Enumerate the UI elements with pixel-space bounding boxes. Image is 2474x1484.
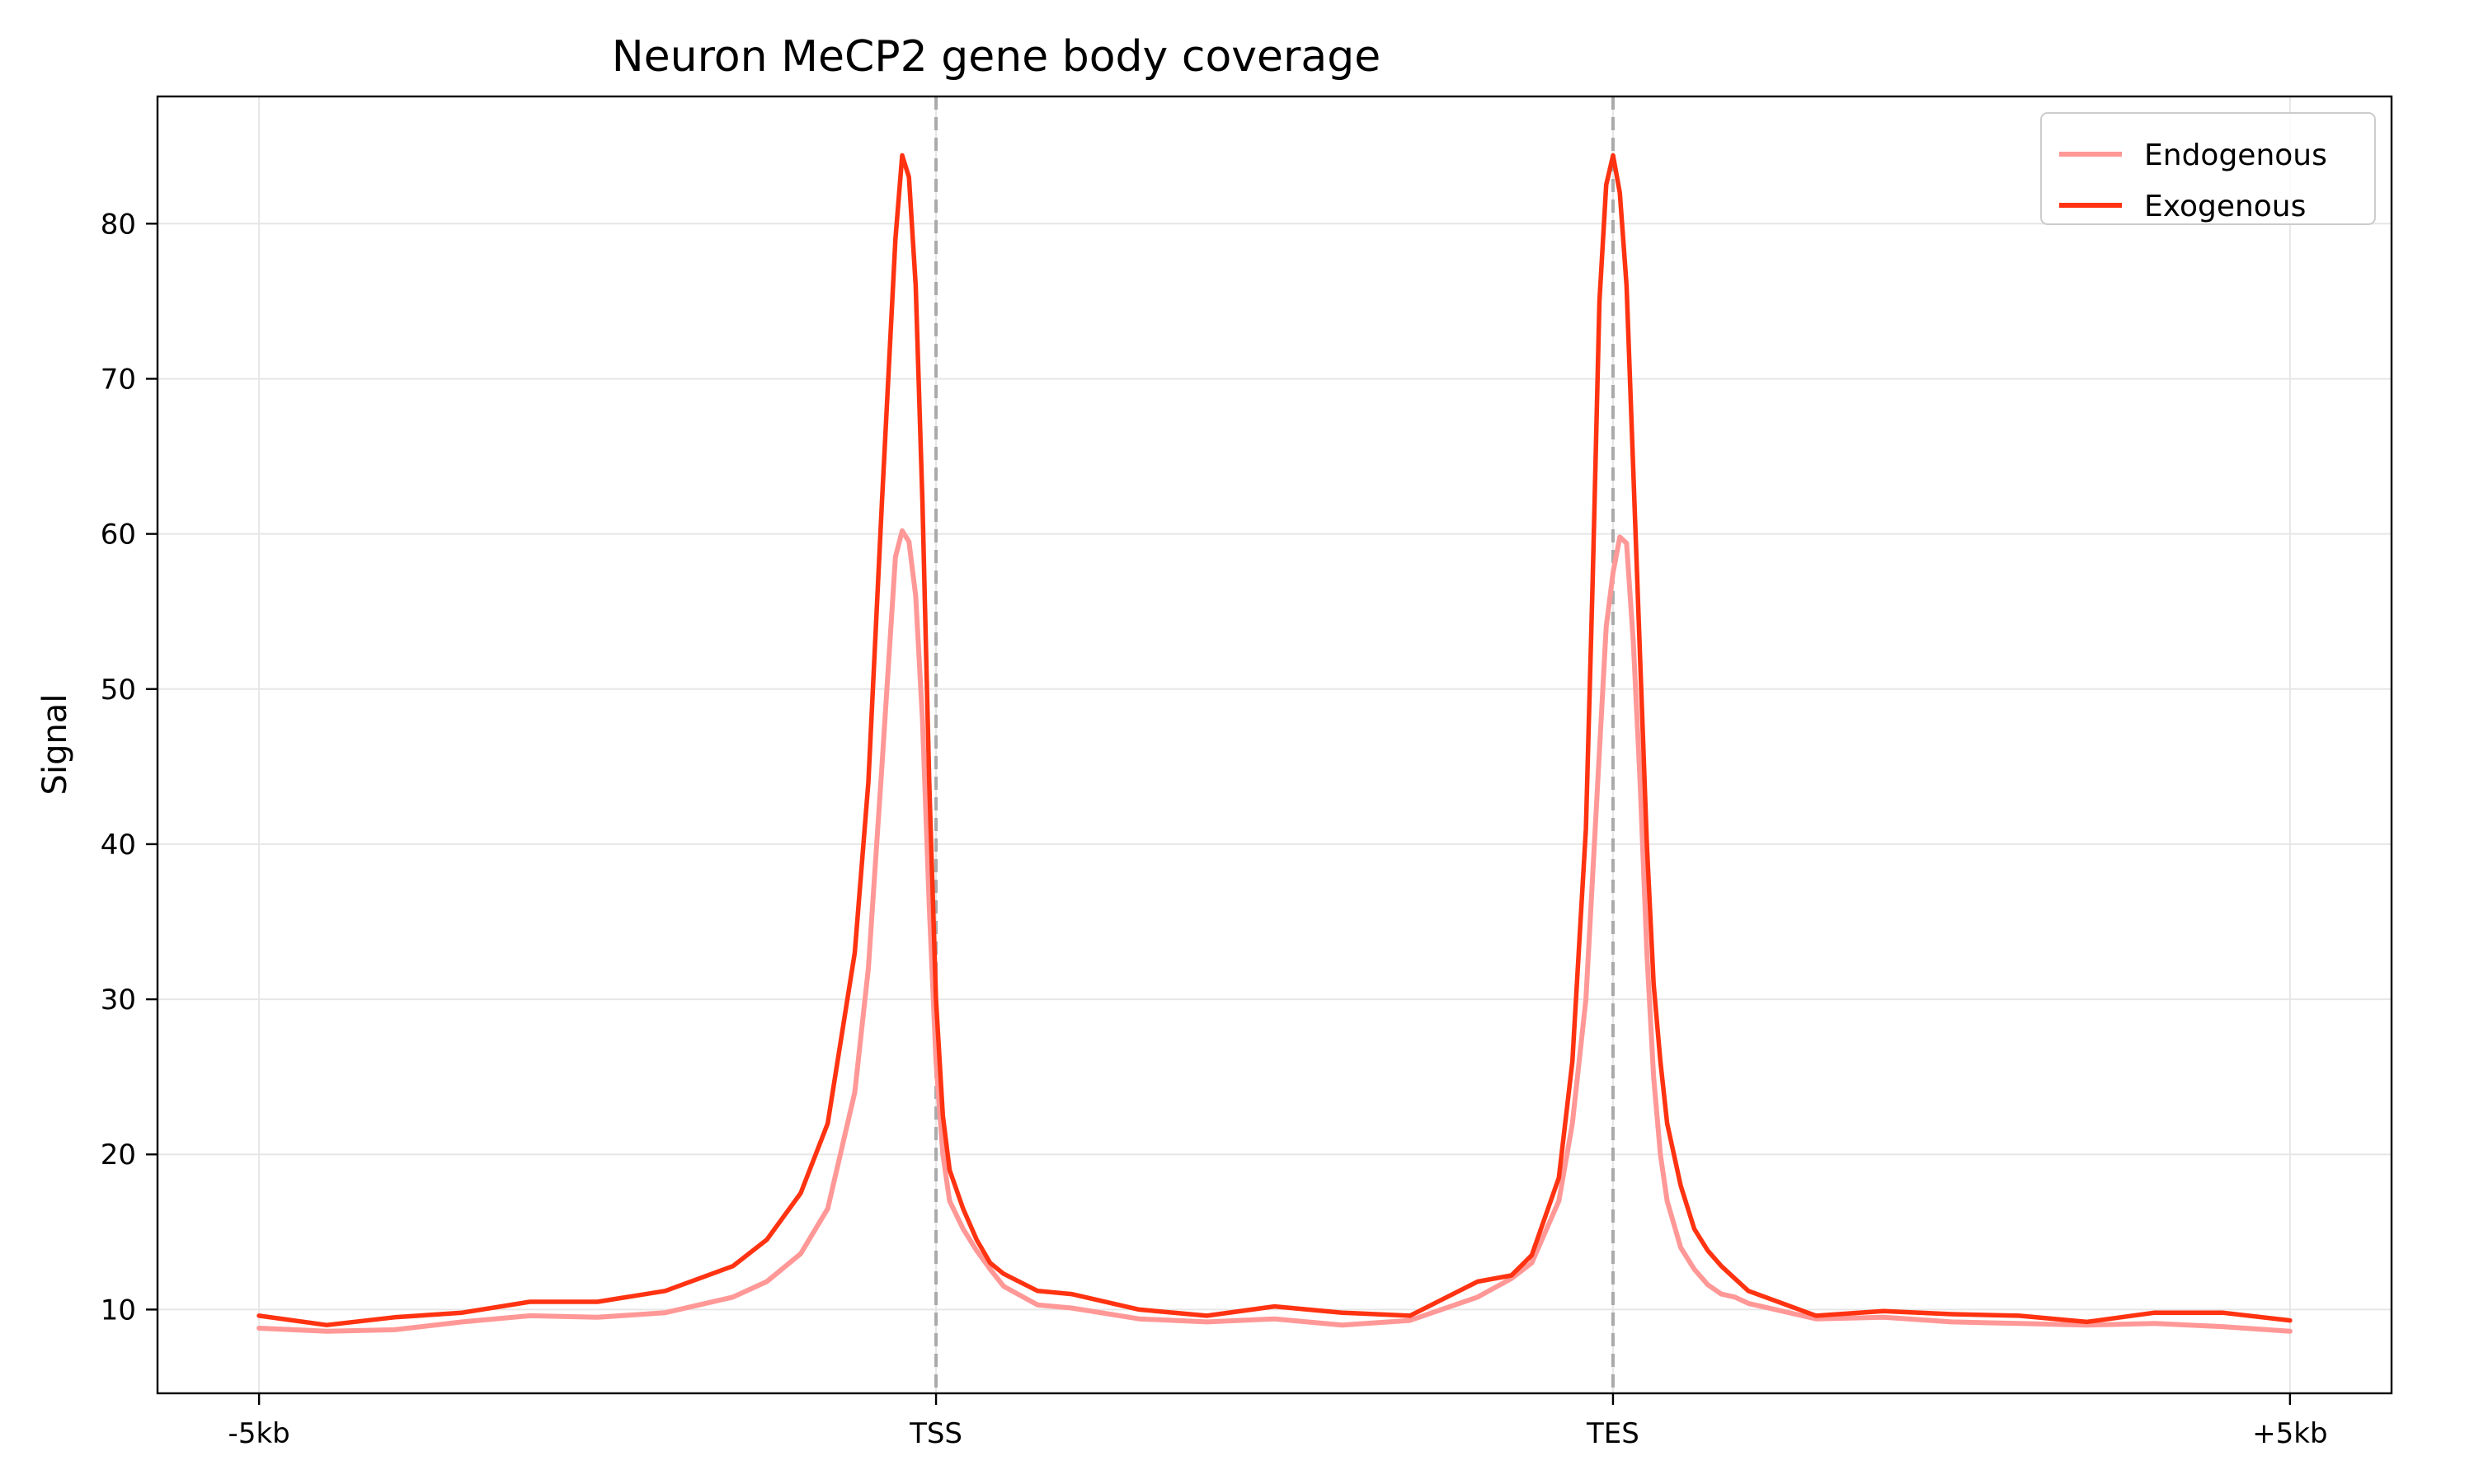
legend-box bbox=[2040, 112, 2376, 225]
legend: Endogenous Exogenous bbox=[2040, 112, 2376, 225]
y-tick-label: 30 bbox=[101, 984, 136, 1017]
series-layer bbox=[256, 153, 2293, 1334]
x-tick-label: +5kb bbox=[2252, 1417, 2327, 1450]
chart-title: Neuron MeCP2 gene body coverage bbox=[612, 32, 1381, 82]
legend-label: Endogenous bbox=[2144, 139, 2327, 172]
legend-label: Exogenous bbox=[2144, 190, 2306, 223]
y-tick-label: 50 bbox=[101, 674, 136, 707]
y-tick-label: 60 bbox=[101, 519, 136, 552]
y-tick-label: 20 bbox=[101, 1139, 136, 1172]
series-line-endogenous bbox=[256, 528, 2293, 1334]
x-axis: -5kb TSS TES +5kb bbox=[228, 1393, 2328, 1450]
reference-lines bbox=[934, 96, 1615, 1393]
y-axis-label: Signal bbox=[36, 694, 74, 796]
x-tick-label: TES bbox=[1586, 1417, 1639, 1450]
y-tick-label: 10 bbox=[101, 1294, 136, 1327]
plot-frame bbox=[156, 95, 2393, 1395]
y-axis: 10 20 30 40 50 60 70 80 bbox=[101, 208, 158, 1327]
x-tick-label: -5kb bbox=[228, 1417, 290, 1450]
series-line-exogenous bbox=[256, 153, 2293, 1327]
x-tick-label: TSS bbox=[909, 1417, 962, 1450]
y-tick-label: 40 bbox=[101, 829, 136, 862]
y-tick-label: 70 bbox=[101, 363, 136, 396]
y-tick-label: 80 bbox=[101, 208, 136, 241]
